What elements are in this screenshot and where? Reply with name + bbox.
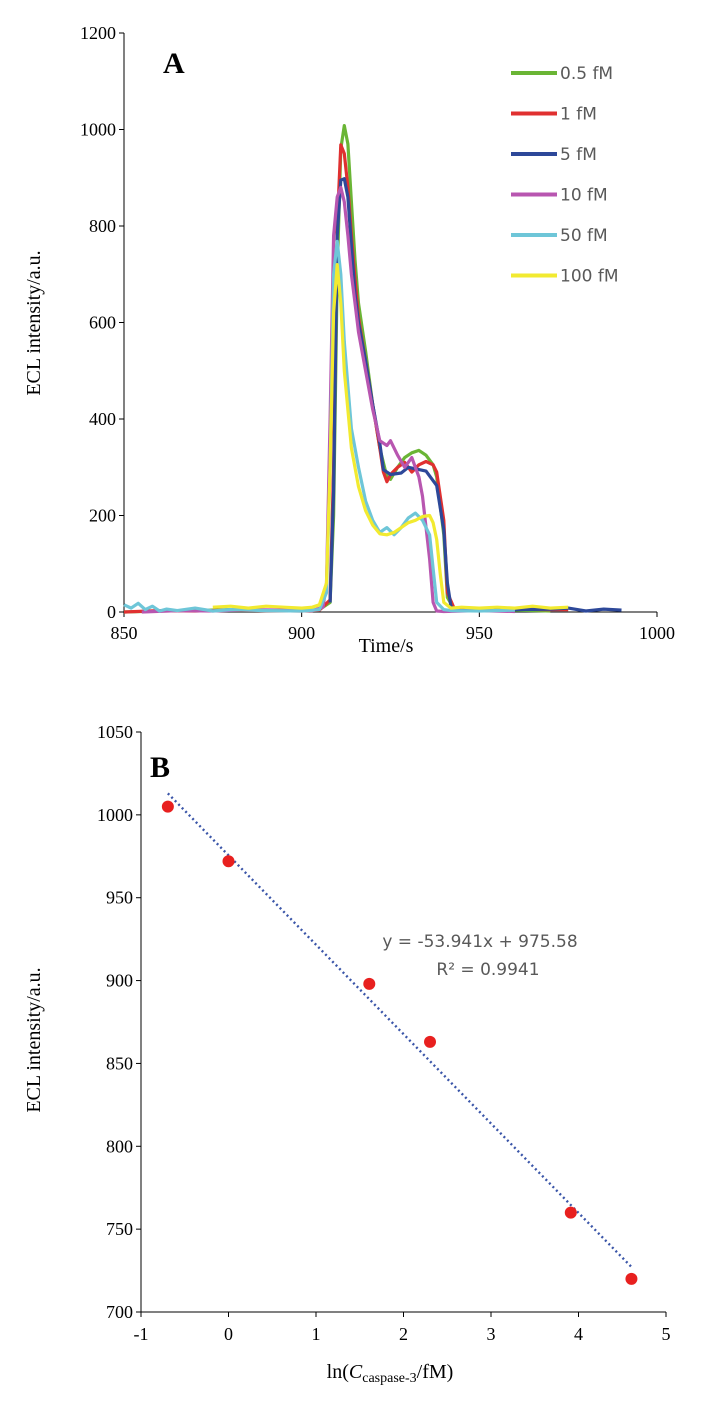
chart-a-x-tick-label: 850 (111, 623, 138, 643)
chart-a-y-tick-label: 200 (89, 506, 116, 526)
legend-label: 10 fM (560, 186, 608, 206)
chart-a-x-label: Time/s (359, 635, 414, 657)
chart-b-y-tick-label: 900 (106, 971, 133, 991)
chart-a-y-tick-label: 1200 (80, 23, 116, 43)
chart-b-y-tick-label: 750 (106, 1219, 133, 1239)
series-line-5-fM (328, 177, 622, 613)
chart-a-y-tick-label: 0 (107, 602, 116, 622)
data-point (424, 1035, 437, 1048)
legend-label: 0.5 fM (560, 64, 613, 84)
legend-label: 5 fM (560, 145, 597, 165)
chart-b-x-label-prefix: ln( (327, 1361, 350, 1383)
chart-b-y-tick-label: 950 (106, 888, 133, 908)
chart-a-series (123, 123, 622, 614)
chart-b-x-label-var: C (349, 1361, 363, 1383)
chart-b-x-tick-label: 3 (487, 1324, 496, 1344)
chart-b-x-tick-label: 4 (574, 1324, 583, 1344)
trendline-equation: y = -53.941x + 975.58 (382, 932, 577, 952)
chart-a-x-tick-label: 900 (288, 623, 315, 643)
chart-b: 700 750 800 850 900 950 1000 1050 -1 0 1 2 3 4 5 B ln(… (23, 722, 671, 1386)
data-point (363, 977, 376, 990)
chart-b-y-label: ECL intensity/a.u. (23, 967, 45, 1112)
chart-b-x-label-suffix: /fM) (417, 1361, 454, 1383)
chart-b-y-tick-label: 850 (106, 1053, 133, 1073)
chart-a-axes: 0 200 400 600 800 1000 1200 850 900 950 1000 (80, 23, 675, 643)
chart-a-y-tick-label: 400 (89, 409, 116, 429)
chart-b-x-tick-label: 2 (399, 1324, 408, 1344)
chart-b-y-tick-label: 1000 (97, 805, 133, 825)
series-line-100-fM (212, 263, 569, 610)
chart-b-axes: 700 750 800 850 900 950 1000 1050 -1 0 1 2 3 4 5 (97, 722, 671, 1344)
chart-a-x-tick-label: 1000 (639, 623, 675, 643)
trendline-r-squared: R² = 0.9941 (436, 960, 539, 980)
chart-a-y-label: ECL intensity/a.u. (23, 250, 45, 395)
chart-b-series (161, 792, 638, 1285)
chart-b-y-tick-label: 800 (106, 1136, 133, 1156)
series-line-50-fM (123, 239, 515, 613)
chart-b-x-tick-label: 0 (224, 1324, 233, 1344)
legend-label: 100 fM (560, 267, 619, 287)
legend-label: 1 fM (560, 105, 597, 125)
chart-b-x-tick-label: 5 (662, 1324, 671, 1344)
chart-b-y-tick-label: 700 (106, 1302, 133, 1322)
chart-a-y-tick-label: 1000 (80, 120, 116, 140)
chart-a: 0 200 400 600 800 1000 1200 850 900 950 1000 A Tim… (23, 23, 675, 657)
chart-a-y-tick-label: 800 (89, 216, 116, 236)
chart-b-x-label-sub: caspase-3 (362, 1371, 416, 1386)
chart-a-legend: 0.5 fM 1 fM 5 fM 10 fM 50 fM 100 fM (511, 64, 619, 287)
legend-label: 50 fM (560, 226, 608, 246)
chart-b-y-tick-label: 1050 (97, 722, 133, 742)
chart-a-y-tick-label: 600 (89, 313, 116, 333)
chart-b-panel-label: B (150, 751, 170, 784)
chart-a-x-tick-label: 950 (466, 623, 493, 643)
chart-b-x-label: ln(Ccaspase-3/fM) (327, 1361, 454, 1386)
data-point (564, 1206, 577, 1219)
chart-b-x-tick-label: 1 (312, 1324, 321, 1344)
data-point (625, 1272, 638, 1285)
chart-a-panel-label: A (163, 47, 185, 80)
data-point (161, 800, 174, 813)
chart-b-x-tick-label: -1 (134, 1324, 149, 1344)
data-point (222, 855, 235, 868)
trendline (167, 792, 633, 1268)
